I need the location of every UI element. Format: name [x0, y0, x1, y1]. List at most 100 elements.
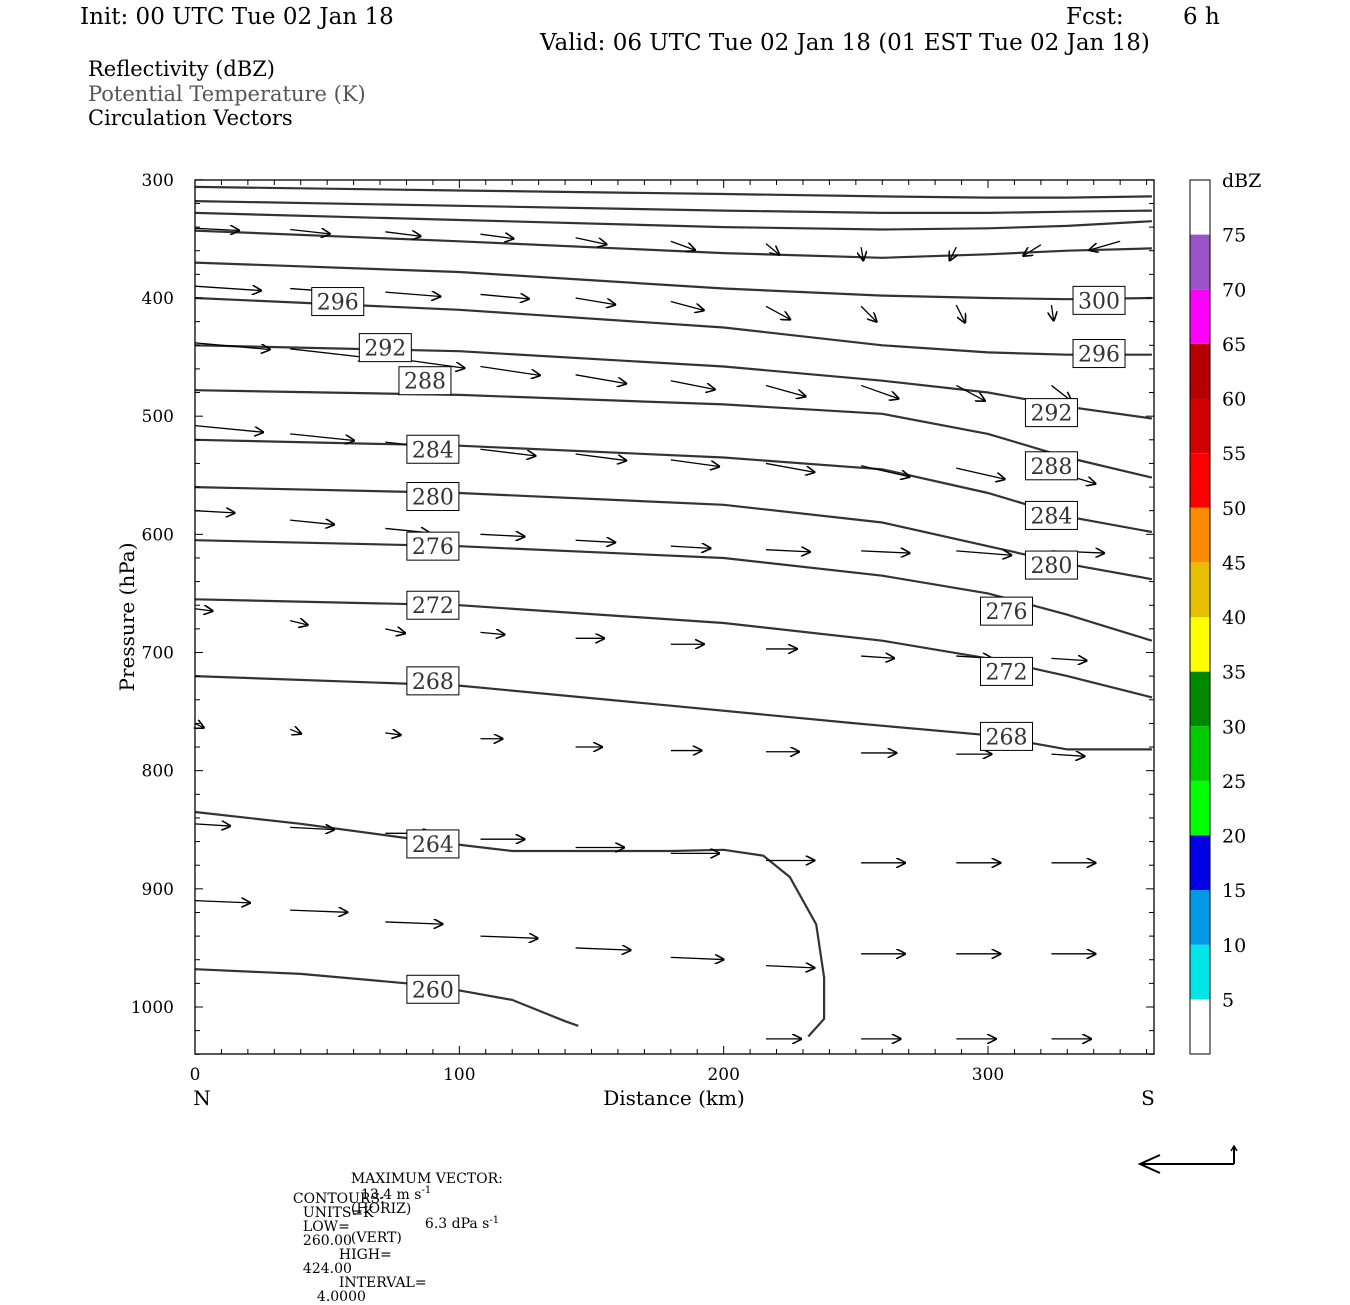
colorbar-swatch	[1190, 944, 1210, 1000]
contour-label: 280	[1030, 554, 1072, 579]
circulation-vector	[385, 922, 442, 924]
circulation-vector	[670, 380, 715, 390]
colorbar-swatch	[1190, 617, 1210, 672]
circulation-vector	[575, 374, 627, 384]
circulation-vector	[480, 234, 513, 238]
circulation-vector	[765, 966, 814, 968]
forecast-label: Fcst:	[1066, 4, 1124, 30]
circulation-vector	[289, 729, 301, 733]
field-reflectivity: Reflectivity (dBZ)	[88, 57, 276, 81]
y-tick-label: 900	[142, 880, 174, 900]
contour-line	[194, 185, 1152, 199]
circulation-vector	[860, 384, 898, 398]
circulation-vector	[194, 424, 263, 433]
contour-label-box	[1024, 398, 1078, 428]
circulation-vector	[860, 465, 909, 477]
plot-frame	[194, 179, 1155, 1055]
circulation-vector	[480, 534, 524, 536]
axis-ticks	[194, 179, 1154, 1055]
colorbar-swatch	[1190, 398, 1210, 454]
contour-line	[194, 200, 1152, 214]
contour-label-box	[1072, 285, 1126, 315]
y-tick-label: 300	[142, 171, 174, 191]
circulation-vector	[950, 246, 957, 260]
circulation-vector	[480, 294, 528, 298]
circulation-vector	[765, 462, 814, 472]
y-tick-label: 500	[142, 407, 174, 427]
colorbar-swatch	[1190, 343, 1210, 399]
contour-line	[194, 438, 1153, 534]
circulation-vector	[385, 629, 405, 633]
reference-vector-vertical-head	[1230, 1144, 1238, 1152]
colorbar-label: 65	[1222, 334, 1246, 356]
circulation-vector	[765, 550, 810, 552]
contour-label-box	[358, 333, 412, 363]
circulation-vector	[955, 384, 985, 400]
max-vector-value: 13.4 m s	[360, 1186, 422, 1203]
x-axis-title: Distance (km)	[603, 1086, 745, 1110]
circulation-vector	[194, 901, 250, 903]
contour-label: 296	[317, 291, 359, 316]
contour-line	[194, 211, 1152, 231]
contour-label-box	[406, 829, 460, 859]
circulation-vector	[194, 228, 239, 230]
contour-label: 276	[986, 600, 1028, 625]
colorbar-swatch	[1190, 562, 1210, 617]
colorbar-swatch	[1190, 289, 1210, 344]
valid-time: Valid: 06 UTC Tue 02 Jan 18 (01 EST Tue …	[540, 30, 1150, 56]
contour-label: 272	[412, 594, 454, 619]
colorbar-label: 75	[1222, 225, 1246, 247]
contour-label-box	[1024, 451, 1078, 481]
colorbar-unit: dBZ	[1222, 170, 1261, 192]
contour-label-box	[406, 590, 460, 620]
colorbar-swatch	[1190, 671, 1210, 727]
colorbar-swatch	[1190, 780, 1210, 836]
contour-label: 296	[1078, 343, 1120, 368]
x-tick-label: 300	[972, 1065, 1004, 1085]
colorbar-label: 50	[1222, 498, 1246, 520]
circulation-vector	[480, 632, 504, 634]
colorbar-label: 35	[1222, 662, 1246, 684]
circulation-vector	[670, 459, 719, 467]
contour-label-box	[980, 656, 1034, 686]
contour-line	[194, 261, 1152, 301]
y-tick-label: 1000	[131, 998, 174, 1018]
colorbar-label: 55	[1222, 443, 1246, 465]
circulation-vector	[860, 305, 876, 321]
contour-label-box	[1072, 339, 1126, 369]
circulation-vector	[195, 723, 204, 727]
circulation-vector	[670, 240, 695, 250]
circulation-vector	[765, 243, 779, 255]
contour-label: 272	[986, 660, 1028, 685]
circulation-vector	[1051, 304, 1053, 320]
contour-label-box	[1024, 550, 1078, 580]
circulation-vector	[480, 448, 535, 456]
circulation-vector	[861, 656, 894, 658]
circulation-vector	[194, 286, 261, 290]
circulation-vector	[290, 520, 334, 524]
x-tick-label: 200	[707, 1065, 739, 1085]
circulation-vector	[575, 948, 631, 950]
colorbar-outline	[1189, 179, 1211, 1055]
circulation-vector	[575, 297, 616, 305]
circulation-vector	[765, 305, 790, 319]
colorbar-label: 15	[1222, 880, 1246, 902]
colorbar: 5 10 15 20 25 30 35 40 45 50 55 60 65 70 75 dBZ	[1189, 170, 1261, 1055]
colorbar-swatch	[1190, 507, 1210, 563]
contour-line	[194, 389, 1153, 479]
circulation-vector	[765, 384, 806, 396]
reference-vector-head	[1137, 1154, 1161, 1174]
contour-label-box	[406, 531, 460, 561]
contour-label: 292	[364, 337, 406, 362]
contour-label: 276	[412, 535, 454, 560]
y-tick-label: 700	[142, 644, 174, 664]
forecast-hour: 6 h	[1183, 4, 1220, 30]
x-end-label-south: S	[1141, 1086, 1155, 1110]
circulation-vector	[194, 511, 235, 513]
axis-text-layer: 300 400 500 600 700 800 900 1000 0 100 200 300 N S Dis…	[115, 171, 1155, 1110]
circulation-vector	[1051, 658, 1086, 660]
colorbar-swatch	[1190, 890, 1210, 945]
circulation-vector	[575, 453, 627, 461]
contour-line	[194, 486, 1153, 581]
circulation-vector	[1051, 754, 1084, 756]
